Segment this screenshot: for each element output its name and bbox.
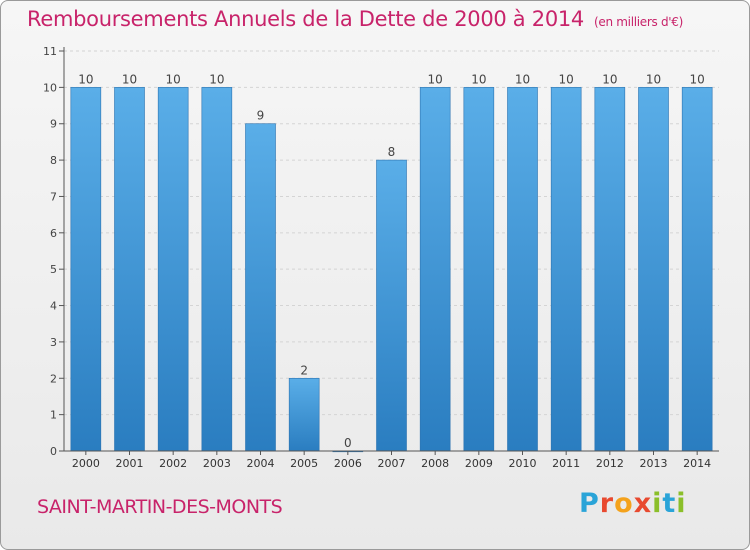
data-label: 0 [344,436,352,450]
label-layer: 10 10 10 10 9 2 0 8 10 10 10 10 10 10 10 [78,72,705,450]
data-label: 10 [559,72,574,86]
data-label: 10 [515,72,530,86]
bar [157,87,189,452]
data-label: 10 [646,72,661,86]
data-label: 10 [428,72,443,86]
bar [70,87,102,452]
x-tick-label: 2007 [378,457,406,470]
x-tick-label: 2006 [334,457,362,470]
x-tick-label: 2013 [640,457,668,470]
data-label: 10 [122,72,137,86]
x-tick-label: 2005 [290,457,318,470]
x-tick-label: 2011 [552,457,580,470]
y-tick-label: 11 [43,45,57,58]
bar [419,87,451,452]
data-label: 10 [209,72,224,86]
chart-unit: (en milliers d'€) [594,15,684,29]
x-tick-label: 2001 [116,457,144,470]
bar [201,87,233,452]
y-tick-label: 8 [50,154,57,167]
data-label: 10 [471,72,486,86]
bar [245,123,276,452]
bar [550,87,582,452]
commune-name: SAINT-MARTIN-DES-MONTS [37,496,283,518]
y-tick-label: 3 [50,336,57,349]
data-label: 8 [388,145,396,159]
x-tick-label: 2000 [72,457,100,470]
y-tick-label: 5 [50,263,57,276]
data-label: 10 [690,72,705,86]
data-label: 10 [602,72,617,86]
data-label: 10 [166,72,181,86]
y-tick-label: 9 [50,118,57,131]
bar-layer [70,87,713,453]
y-tick-label: 7 [50,190,57,203]
bar [594,87,626,452]
x-tick-label: 2008 [421,457,449,470]
y-tick-label: 2 [50,372,57,385]
bar [376,159,407,452]
chart-title: Remboursements Annuels de la Dette de 20… [27,7,683,31]
bar [463,87,495,452]
data-label: 10 [78,72,93,86]
x-tick-label: 2009 [465,457,493,470]
bar [114,87,145,452]
y-tick-label: 4 [50,300,57,313]
y-tick-label: 0 [50,445,57,458]
bar [507,87,538,452]
y-tick-label: 10 [43,81,57,94]
y-tick-label: 6 [50,227,57,240]
chart-title-text: Remboursements Annuels de la Dette de 20… [27,7,584,31]
bar [638,87,669,452]
x-tick-label: 2002 [159,457,187,470]
proxiti-logo: Proxiti [579,488,687,519]
bar [681,87,713,452]
x-tick-label: 2003 [203,457,231,470]
x-tick-label: 2012 [596,457,624,470]
y-tick-label: 1 [50,409,57,422]
x-tick-label: 2014 [683,457,711,470]
x-tick-label: 2010 [509,457,537,470]
x-tick-label: 2004 [247,457,275,470]
data-label: 9 [257,109,265,123]
bar [288,377,320,452]
data-label: 2 [300,363,308,377]
